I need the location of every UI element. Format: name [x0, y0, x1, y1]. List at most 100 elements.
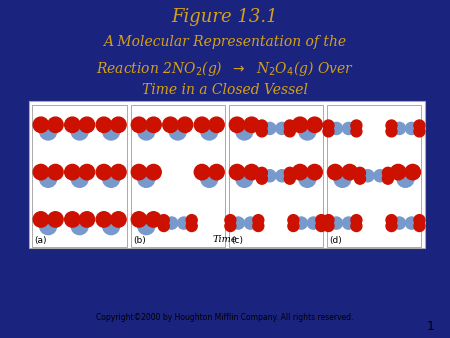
Ellipse shape [362, 170, 374, 182]
Ellipse shape [96, 212, 112, 227]
Ellipse shape [186, 215, 197, 225]
Ellipse shape [209, 164, 224, 180]
Ellipse shape [351, 215, 362, 225]
Ellipse shape [209, 117, 224, 132]
Ellipse shape [71, 170, 88, 187]
Ellipse shape [33, 164, 49, 180]
Ellipse shape [342, 217, 355, 229]
Ellipse shape [163, 117, 178, 132]
Ellipse shape [405, 164, 420, 180]
Ellipse shape [264, 170, 276, 182]
Ellipse shape [292, 117, 308, 132]
Ellipse shape [79, 164, 94, 180]
Ellipse shape [178, 217, 190, 229]
Ellipse shape [225, 215, 236, 225]
Ellipse shape [414, 126, 425, 137]
Ellipse shape [284, 173, 295, 184]
Ellipse shape [166, 217, 178, 229]
Ellipse shape [158, 221, 169, 232]
Ellipse shape [253, 215, 264, 225]
Ellipse shape [323, 221, 334, 232]
Ellipse shape [236, 123, 253, 140]
Ellipse shape [65, 117, 80, 132]
Ellipse shape [201, 170, 218, 187]
Ellipse shape [284, 120, 295, 131]
Ellipse shape [186, 221, 197, 232]
Ellipse shape [405, 122, 418, 135]
Ellipse shape [225, 221, 236, 232]
Ellipse shape [397, 170, 414, 187]
Ellipse shape [33, 212, 49, 227]
Text: 1: 1 [427, 320, 434, 333]
Ellipse shape [307, 117, 322, 132]
Ellipse shape [232, 217, 244, 229]
Ellipse shape [79, 117, 94, 132]
Ellipse shape [138, 218, 155, 235]
Ellipse shape [256, 120, 267, 131]
Ellipse shape [103, 170, 120, 187]
Ellipse shape [96, 164, 112, 180]
Ellipse shape [256, 173, 267, 184]
Ellipse shape [111, 212, 126, 227]
Ellipse shape [253, 221, 264, 232]
Ellipse shape [230, 164, 245, 180]
Ellipse shape [230, 117, 245, 132]
Ellipse shape [299, 170, 316, 187]
Ellipse shape [307, 164, 322, 180]
Ellipse shape [194, 117, 210, 132]
Ellipse shape [382, 167, 393, 178]
Text: Time in a Closed Vessel: Time in a Closed Vessel [142, 83, 308, 97]
Ellipse shape [323, 215, 334, 225]
Ellipse shape [158, 215, 169, 225]
Ellipse shape [284, 167, 295, 178]
Text: Reaction 2NO$_2$(g)  $\rightarrow$  N$_2$O$_4$(g) Over: Reaction 2NO$_2$(g) $\rightarrow$ N$_2$O… [96, 59, 354, 78]
Ellipse shape [244, 117, 259, 132]
Ellipse shape [405, 217, 418, 229]
Ellipse shape [40, 123, 57, 140]
Ellipse shape [103, 123, 120, 140]
Ellipse shape [323, 120, 334, 131]
Ellipse shape [342, 164, 357, 180]
Ellipse shape [414, 215, 425, 225]
Ellipse shape [264, 122, 276, 135]
Ellipse shape [351, 126, 362, 137]
Ellipse shape [284, 126, 295, 137]
Ellipse shape [288, 221, 299, 232]
Ellipse shape [236, 170, 253, 187]
Ellipse shape [48, 117, 63, 132]
Ellipse shape [299, 123, 316, 140]
Ellipse shape [355, 167, 365, 178]
Ellipse shape [131, 212, 147, 227]
Ellipse shape [177, 117, 193, 132]
Ellipse shape [103, 218, 120, 235]
Ellipse shape [169, 123, 186, 140]
Ellipse shape [71, 218, 88, 235]
Ellipse shape [414, 120, 425, 131]
Ellipse shape [138, 123, 155, 140]
FancyBboxPatch shape [29, 101, 425, 248]
Ellipse shape [48, 164, 63, 180]
Ellipse shape [330, 217, 342, 229]
Ellipse shape [355, 173, 365, 184]
Ellipse shape [33, 117, 49, 132]
Ellipse shape [351, 120, 362, 131]
Ellipse shape [146, 164, 161, 180]
Ellipse shape [342, 122, 355, 135]
Ellipse shape [393, 122, 405, 135]
Ellipse shape [386, 120, 397, 131]
Ellipse shape [334, 170, 351, 187]
Ellipse shape [96, 117, 112, 132]
Ellipse shape [256, 167, 267, 178]
Ellipse shape [131, 117, 147, 132]
Ellipse shape [288, 215, 299, 225]
Text: Copyright©2000 by Houghton Mifflin Company. All rights reserved.: Copyright©2000 by Houghton Mifflin Compa… [96, 313, 354, 322]
Text: (b): (b) [133, 236, 145, 245]
Ellipse shape [194, 164, 210, 180]
Ellipse shape [292, 164, 308, 180]
Ellipse shape [111, 164, 126, 180]
Ellipse shape [256, 126, 267, 137]
Ellipse shape [276, 122, 288, 135]
Ellipse shape [146, 117, 161, 132]
Ellipse shape [79, 212, 94, 227]
Ellipse shape [330, 122, 342, 135]
